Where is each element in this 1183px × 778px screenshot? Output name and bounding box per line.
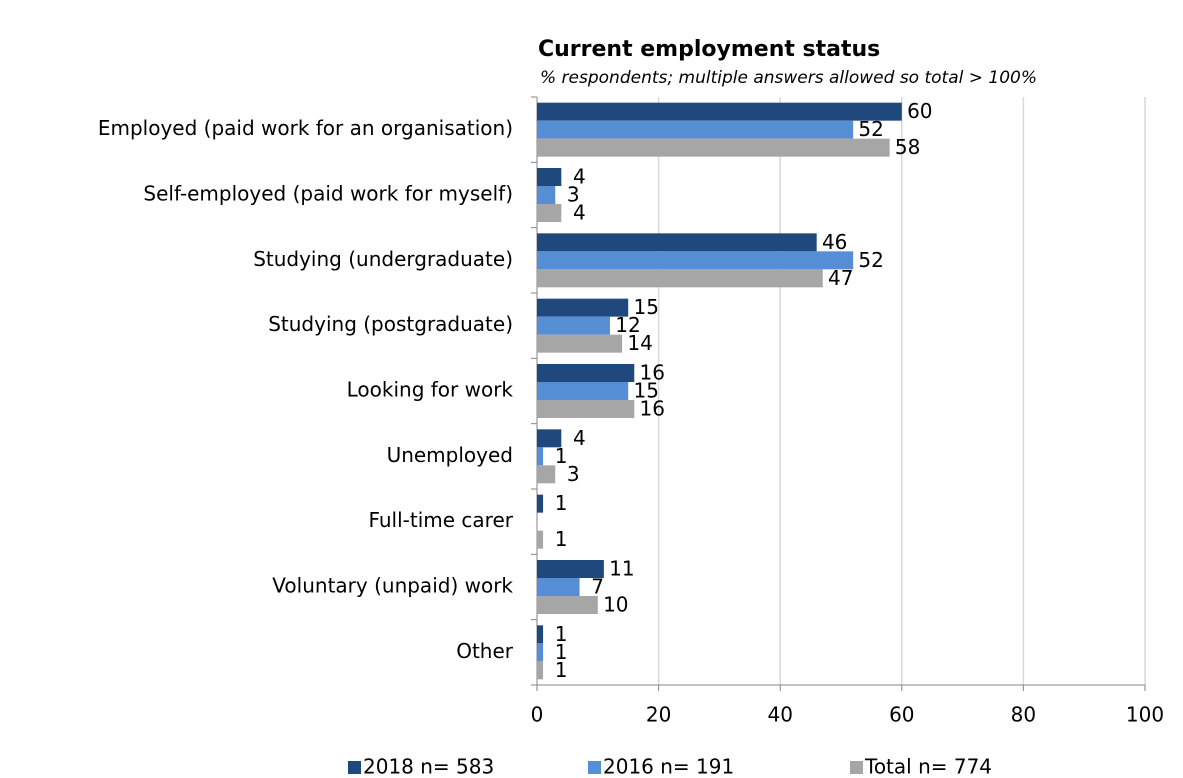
- data-label: 1: [555, 640, 568, 664]
- data-label: 14: [627, 331, 652, 355]
- data-label: 1: [555, 527, 568, 551]
- legend-label: 2016 n= 191: [603, 755, 734, 778]
- legend-swatch: [348, 761, 361, 774]
- bar: [537, 400, 635, 418]
- bar: [537, 334, 623, 353]
- bar: [537, 494, 544, 513]
- bar: [537, 382, 629, 400]
- bar: [537, 578, 580, 596]
- bar: [537, 447, 544, 466]
- bar: [537, 168, 562, 186]
- legend-label: 2018 n= 583: [363, 755, 494, 778]
- data-label: 1: [555, 658, 568, 682]
- x-tick-label: 60: [889, 703, 914, 727]
- data-label: 3: [567, 183, 580, 207]
- y-tick-label: Studying (undergraduate): [253, 247, 513, 271]
- bar: [537, 269, 823, 288]
- bar: [537, 233, 817, 252]
- data-label: 52: [858, 117, 883, 141]
- data-label: 1: [555, 444, 568, 468]
- data-label: 4: [573, 165, 586, 189]
- bar: [537, 643, 544, 662]
- bar: [537, 465, 556, 484]
- x-tick-label: 0: [531, 703, 544, 727]
- x-tick-label: 40: [767, 703, 792, 727]
- bar: [537, 661, 544, 680]
- bar: [537, 364, 635, 382]
- bar: [537, 530, 544, 549]
- y-tick-label: Looking for work: [347, 378, 514, 402]
- data-label: 16: [640, 361, 665, 385]
- y-tick-label: Other: [456, 639, 514, 663]
- chart-title: Current employment status: [538, 37, 880, 62]
- data-label: 3: [567, 462, 580, 486]
- data-label: 15: [633, 295, 658, 319]
- bar: [537, 625, 544, 644]
- y-tick-label: Full-time carer: [368, 508, 513, 532]
- bar: [537, 560, 604, 578]
- bar: [537, 102, 902, 121]
- data-label: 1: [555, 491, 568, 515]
- data-label: 11: [609, 557, 634, 581]
- data-label: 47: [828, 266, 853, 290]
- data-label: 7: [591, 575, 604, 599]
- x-tick-label: 20: [646, 703, 671, 727]
- data-label: 58: [895, 135, 920, 159]
- bar: [537, 316, 610, 335]
- y-tick-label: Self-employed (paid work for myself): [143, 182, 513, 206]
- data-label: 16: [640, 397, 665, 421]
- x-tick-label: 100: [1126, 703, 1164, 727]
- y-tick-label: Studying (postgraduate): [268, 312, 513, 336]
- data-label: 52: [858, 248, 883, 272]
- y-tick-label: Unemployed: [387, 443, 513, 467]
- data-label: 15: [633, 379, 658, 403]
- y-tick-label: Voluntary (unpaid) work: [272, 574, 513, 598]
- bar: [537, 120, 854, 139]
- bar: [537, 251, 854, 270]
- legend-swatch: [850, 761, 863, 774]
- data-label: 10: [603, 593, 628, 617]
- bar: [537, 429, 562, 448]
- data-label: 60: [907, 99, 932, 123]
- data-label: 12: [615, 313, 640, 337]
- y-tick-label: Employed (paid work for an organisation): [98, 116, 513, 140]
- data-label: 4: [573, 426, 586, 450]
- bar: [537, 298, 629, 317]
- bar: [537, 204, 562, 222]
- data-label: 1: [555, 622, 568, 646]
- bar: [537, 186, 556, 204]
- chart-subtitle: % respondents; multiple answers allowed …: [540, 68, 1037, 88]
- data-label: 4: [573, 201, 586, 225]
- bar: [537, 596, 598, 614]
- legend-swatch: [588, 761, 601, 774]
- data-label: 46: [822, 230, 847, 254]
- legend-label: Total n= 774: [864, 755, 992, 778]
- x-tick-label: 80: [1011, 703, 1036, 727]
- bar: [537, 138, 890, 157]
